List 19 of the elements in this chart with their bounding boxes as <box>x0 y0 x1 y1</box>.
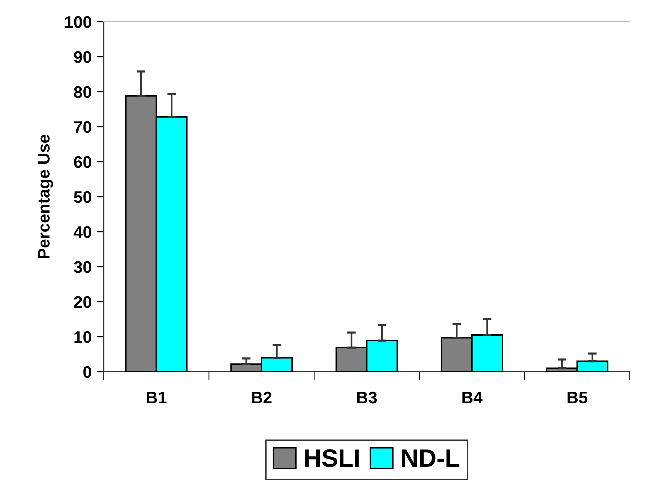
y-tick-label: 90 <box>74 51 92 64</box>
x-tick-label: B4 <box>462 392 483 404</box>
x-tick-label: B2 <box>252 392 272 404</box>
y-tick-label: 10 <box>74 331 92 344</box>
legend-label: HSLI <box>305 450 359 468</box>
y-tick-label: 70 <box>74 121 92 134</box>
x-tick-label: B1 <box>147 392 167 404</box>
y-tick-label: 80 <box>74 86 92 98</box>
y-tick-label: 0 <box>84 366 92 378</box>
y-axis-title: Percentage Use <box>38 135 54 258</box>
x-tick-label: B5 <box>568 392 588 404</box>
y-tick-label: 40 <box>74 226 92 238</box>
y-tick-label: 30 <box>74 261 92 274</box>
y-tick-label: 60 <box>74 156 92 168</box>
legend-label: ND-L <box>402 450 460 467</box>
y-tick-label: 50 <box>74 191 92 204</box>
y-tick-label: 20 <box>74 296 92 308</box>
y-tick-label: 100 <box>65 16 92 28</box>
x-tick-label: B3 <box>357 392 378 404</box>
